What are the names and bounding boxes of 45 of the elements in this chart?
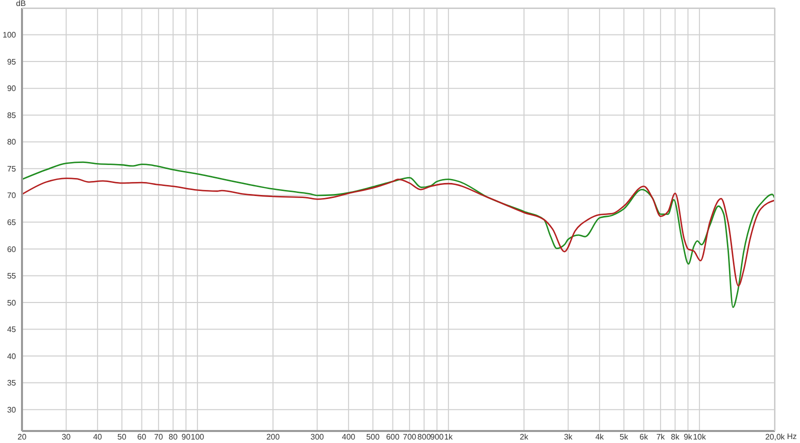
- x-tick-label: 1k: [444, 432, 454, 442]
- y-tick-label: 60: [7, 244, 17, 254]
- y-tick-label: 65: [7, 218, 17, 228]
- y-tick-label: 50: [7, 298, 17, 308]
- x-tick-label: 700: [402, 432, 417, 442]
- x-tick-label: 70: [154, 432, 164, 442]
- y-tick-label: 85: [7, 110, 17, 120]
- x-tick-label: 100: [190, 432, 205, 442]
- x-tick-label: 20,0k: [765, 432, 786, 442]
- x-tick-label: 300: [310, 432, 324, 442]
- x-tick-label: 200: [266, 432, 280, 442]
- y-tick-label: 90: [7, 84, 17, 94]
- x-tick-label: 4k: [595, 432, 605, 442]
- x-tick-label: 80: [168, 432, 178, 442]
- x-tick-label: 90: [182, 432, 191, 442]
- x-tick-label: 600: [386, 432, 400, 442]
- y-tick-label: 45: [7, 325, 17, 334]
- x-tick-label: 30: [62, 432, 72, 442]
- x-tick-label: 6k: [640, 432, 649, 442]
- x-tick-label: 9k: [684, 432, 694, 442]
- y-tick-label: 70: [7, 191, 17, 200]
- y-tick-label: 80: [7, 138, 17, 147]
- y-tick-label: 40: [7, 352, 17, 361]
- x-tick-label: 900: [430, 432, 444, 442]
- y-tick-label: 95: [7, 57, 17, 66]
- x-tick-label: 8k: [670, 432, 680, 442]
- y-tick-label: 100: [2, 30, 17, 40]
- x-tick-label: 60: [137, 432, 147, 442]
- x-tick-label: 3k: [564, 432, 574, 442]
- x-tick-label: 50: [117, 432, 127, 442]
- x-tick-label: 800: [417, 432, 432, 442]
- x-tick-label: 500: [366, 432, 380, 442]
- x-tick-label: 10k: [692, 432, 707, 442]
- y-tick-label: 75: [7, 164, 17, 174]
- x-tick-label: 2k: [520, 432, 530, 442]
- x-tick-label: 7k: [656, 432, 666, 442]
- x-tick-label: 400: [342, 432, 356, 442]
- x-tick-label: 40: [93, 432, 103, 442]
- y-axis-title: dB: [16, 0, 26, 8]
- y-tick-label: 30: [7, 405, 17, 414]
- x-tick-label: 20: [18, 432, 27, 442]
- y-tick-label: 55: [7, 272, 17, 281]
- y-tick-label: 35: [7, 378, 17, 388]
- x-tick-label: 5k: [620, 432, 630, 442]
- x-axis-title: Hz: [787, 432, 797, 441]
